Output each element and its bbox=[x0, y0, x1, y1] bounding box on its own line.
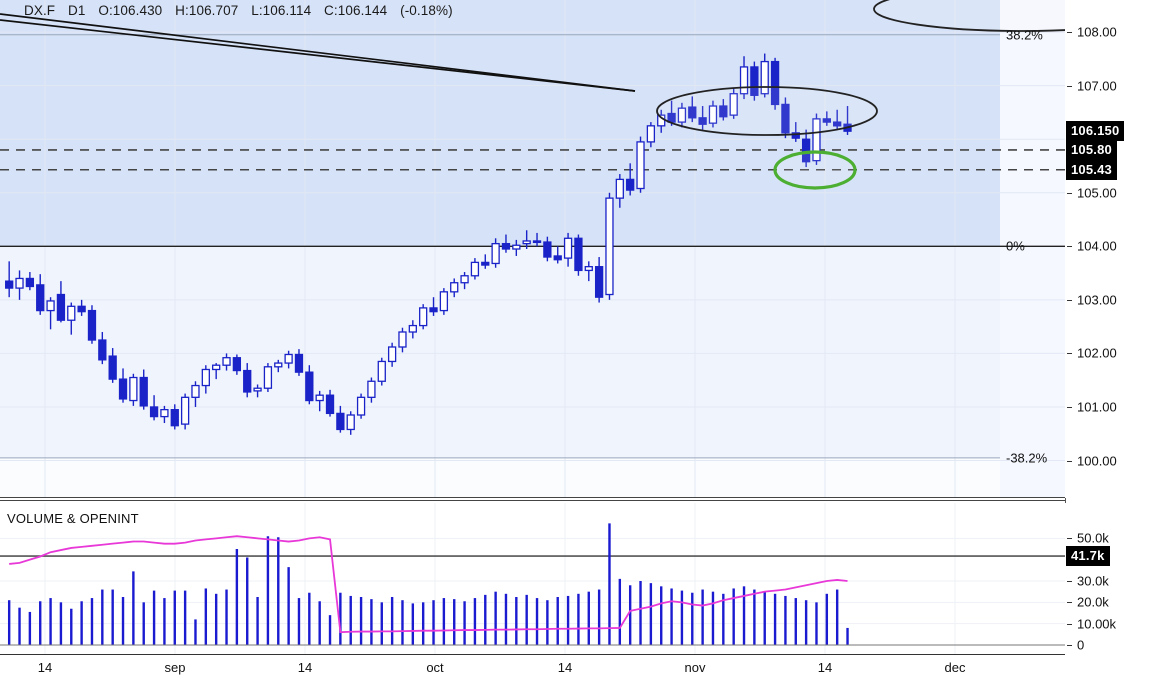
volume-tick-mark bbox=[1067, 645, 1072, 646]
price-tick-mark bbox=[1067, 192, 1072, 194]
volume-pane-title: VOLUME & OPENINT bbox=[7, 511, 139, 526]
price-chart-svg bbox=[0, 0, 1150, 498]
time-axis-label: 14 bbox=[297, 660, 313, 675]
price-tick-mark bbox=[1067, 406, 1072, 408]
price-axis[interactable]: 108.00 107.00 105.00 104.00 103.00 102.00 101.… bbox=[1065, 0, 1150, 498]
last-price-label[interactable]: 106.150 bbox=[1066, 121, 1125, 142]
volume-chart-svg bbox=[0, 503, 1065, 655]
price-tick-mark bbox=[1067, 85, 1072, 87]
time-axis[interactable]: 14 sep 14 oct 14 nov 14 dec bbox=[0, 655, 1065, 682]
volume-axis-label: 50.0k bbox=[1077, 530, 1109, 546]
close-value: C:106.144 bbox=[324, 3, 388, 18]
price-tick-mark bbox=[1067, 299, 1072, 301]
price-axis-label: 108.00 bbox=[1077, 24, 1117, 40]
pane-separator bbox=[0, 497, 1065, 501]
price-tick-mark bbox=[1067, 32, 1072, 34]
open-value: O:106.430 bbox=[98, 3, 163, 18]
price-axis-label: 103.00 bbox=[1077, 292, 1117, 308]
change-percent: (-0.18%) bbox=[400, 3, 453, 18]
price-tick-mark bbox=[1067, 460, 1072, 462]
price-tick-mark bbox=[1067, 353, 1072, 355]
volume-tick-mark bbox=[1067, 602, 1072, 604]
volume-tick-mark bbox=[1067, 538, 1072, 540]
volume-axis[interactable]: 50.0k 30.0k 20.0k 10.00k 0 41.7k bbox=[1065, 503, 1150, 655]
time-axis-label: 14 bbox=[557, 660, 573, 675]
volume-axis-label: 0 bbox=[1077, 637, 1085, 653]
fibonacci-level-label: 0% bbox=[1006, 238, 1025, 254]
volume-axis-label: 20.0k bbox=[1077, 594, 1109, 610]
time-axis-label: nov bbox=[684, 660, 706, 675]
price-axis-label: 100.00 bbox=[1077, 453, 1117, 469]
volume-tick-mark bbox=[1067, 581, 1072, 582]
low-value: L:106.114 bbox=[251, 3, 312, 18]
time-axis-line bbox=[0, 654, 1065, 655]
price-axis-label: 107.00 bbox=[1077, 78, 1117, 94]
time-axis-label: sep bbox=[164, 660, 186, 675]
price-axis-label: 105.00 bbox=[1077, 185, 1117, 201]
open-interest-value-label[interactable]: 41.7k bbox=[1066, 546, 1110, 567]
price-axis-label: 104.00 bbox=[1077, 238, 1117, 254]
price-tick-mark bbox=[1067, 246, 1072, 248]
volume-axis-label: 10.00k bbox=[1077, 616, 1117, 632]
fibonacci-level-label: 38.2% bbox=[1006, 27, 1043, 43]
price-level-label[interactable]: 105.43 bbox=[1066, 159, 1117, 180]
time-axis-label: dec bbox=[944, 660, 966, 675]
volume-axis-label: 30.0k bbox=[1077, 573, 1109, 589]
high-value: H:106.707 bbox=[175, 3, 239, 18]
fibonacci-level-label: -38.2% bbox=[1006, 450, 1048, 466]
time-axis-label: 14 bbox=[37, 660, 53, 675]
symbol-label: DX.F bbox=[24, 3, 56, 18]
timeframe-label: D1 bbox=[68, 3, 86, 18]
volume-pane[interactable] bbox=[0, 503, 1065, 655]
price-axis-label: 101.00 bbox=[1077, 399, 1117, 415]
price-level-label[interactable]: 105.80 bbox=[1066, 139, 1117, 160]
time-axis-label: oct bbox=[426, 660, 444, 675]
price-axis-label: 102.00 bbox=[1077, 345, 1117, 361]
time-axis-label: 14 bbox=[817, 660, 833, 675]
price-pane[interactable]: 38.2% 0% -38.2% bbox=[0, 0, 1150, 498]
chart-header: DX.F D1 O:106.430 H:106.707 L:106.114 C:… bbox=[24, 3, 462, 18]
volume-tick-mark bbox=[1067, 623, 1072, 625]
